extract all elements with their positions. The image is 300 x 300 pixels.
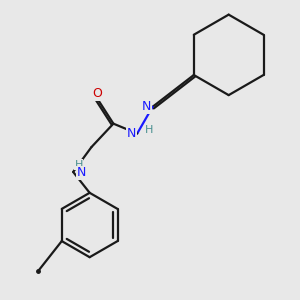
Text: N: N: [127, 127, 136, 140]
Text: N: N: [77, 166, 86, 179]
Text: N: N: [142, 100, 152, 113]
Text: O: O: [92, 87, 102, 100]
Text: H: H: [145, 125, 153, 135]
Text: H: H: [74, 160, 83, 170]
